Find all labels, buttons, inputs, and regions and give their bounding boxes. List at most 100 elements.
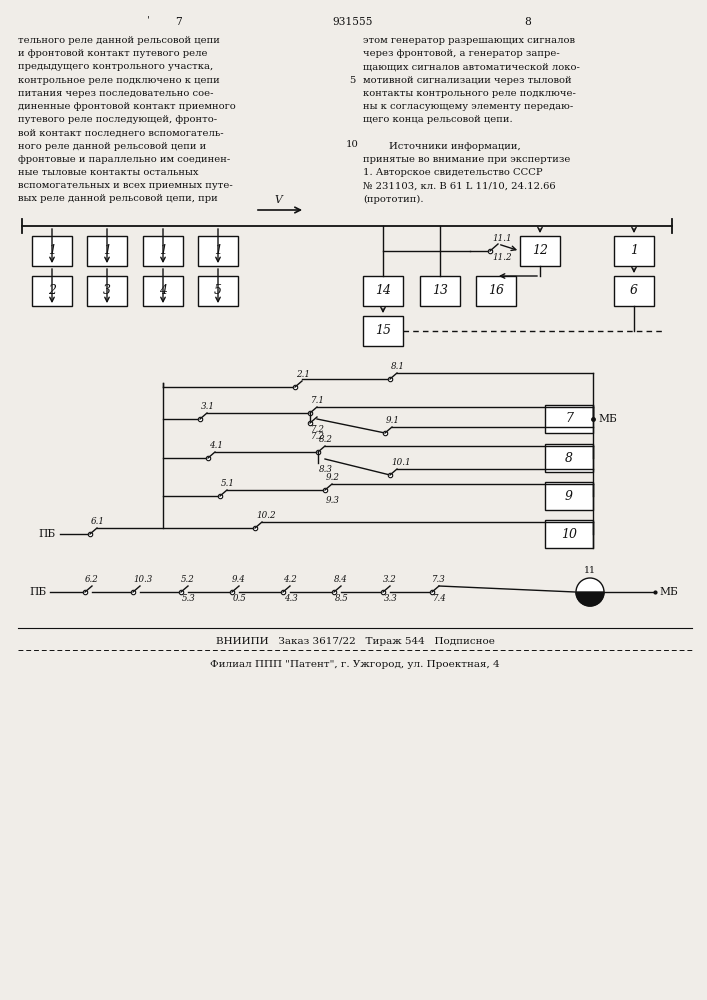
Text: 10.3: 10.3 — [133, 575, 152, 584]
Text: 9.2: 9.2 — [326, 473, 340, 482]
Bar — [198, 236, 238, 266]
Bar — [420, 276, 460, 306]
Bar — [143, 236, 183, 266]
Text: ного реле данной рельсовой цепи и: ного реле данной рельсовой цепи и — [18, 142, 206, 151]
Text: 931555: 931555 — [333, 17, 373, 27]
Text: 5.3: 5.3 — [182, 594, 196, 603]
Text: Источники информации,: Источники информации, — [389, 142, 521, 151]
Text: 4.1: 4.1 — [209, 441, 223, 450]
Text: 7.2: 7.2 — [311, 432, 325, 441]
Text: 7.3: 7.3 — [432, 575, 445, 584]
Text: 7: 7 — [565, 412, 573, 426]
Wedge shape — [576, 592, 604, 606]
Bar — [476, 276, 516, 306]
Text: 7.1: 7.1 — [311, 396, 325, 405]
Text: ': ' — [146, 15, 149, 24]
Bar — [143, 276, 183, 306]
Text: 0.5: 0.5 — [233, 594, 247, 603]
Text: V: V — [274, 195, 282, 205]
Text: 1: 1 — [159, 244, 167, 257]
Text: 13: 13 — [432, 284, 448, 298]
Bar — [545, 444, 593, 472]
Text: 8.4: 8.4 — [334, 575, 348, 584]
Text: 8.5: 8.5 — [335, 594, 349, 603]
Text: фронтовые и параллельно им соединен-: фронтовые и параллельно им соединен- — [18, 155, 230, 164]
Text: ВНИИПИ   Заказ 3617/22   Тираж 544   Подписное: ВНИИПИ Заказ 3617/22 Тираж 544 Подписное — [216, 637, 494, 646]
Text: (прототип).: (прототип). — [363, 194, 423, 204]
Text: 2: 2 — [48, 284, 56, 298]
Text: предыдущего контрольного участка,: предыдущего контрольного участка, — [18, 62, 214, 71]
Bar — [614, 276, 654, 306]
Text: 15: 15 — [375, 324, 391, 338]
Bar — [520, 236, 560, 266]
Text: вых реле данной рельсовой цепи, при: вых реле данной рельсовой цепи, при — [18, 194, 218, 203]
Text: 10.1: 10.1 — [391, 458, 411, 467]
Bar — [32, 276, 72, 306]
Text: 5.2: 5.2 — [181, 575, 194, 584]
Text: и фронтовой контакт путевого реле: и фронтовой контакт путевого реле — [18, 49, 207, 58]
Text: мотивной сигнализации через тыловой: мотивной сигнализации через тыловой — [363, 76, 572, 85]
Text: щающих сигналов автоматической локо-: щающих сигналов автоматической локо- — [363, 62, 580, 71]
Text: этом генератор разрешающих сигналов: этом генератор разрешающих сигналов — [363, 36, 575, 45]
Bar — [198, 276, 238, 306]
Text: № 231103, кл. B 61 L 11/10, 24.12.66: № 231103, кл. B 61 L 11/10, 24.12.66 — [363, 181, 556, 190]
Text: 1. Авторское свидетельство СССР: 1. Авторское свидетельство СССР — [363, 168, 543, 177]
Text: через фронтовой, а генератор запре-: через фронтовой, а генератор запре- — [363, 49, 560, 58]
Text: 7: 7 — [175, 17, 182, 27]
Text: вспомогательных и всех приемных путе-: вспомогательных и всех приемных путе- — [18, 181, 233, 190]
Text: тельного реле данной рельсовой цепи: тельного реле данной рельсовой цепи — [18, 36, 220, 45]
Text: щего конца рельсовой цепи.: щего конца рельсовой цепи. — [363, 115, 513, 124]
Text: 7.4: 7.4 — [433, 594, 447, 603]
Text: 9: 9 — [565, 489, 573, 502]
Text: 3.1: 3.1 — [201, 402, 215, 411]
Text: 1: 1 — [214, 244, 222, 257]
Bar — [545, 405, 593, 433]
Bar — [545, 482, 593, 510]
Bar — [614, 236, 654, 266]
Text: 4: 4 — [159, 284, 167, 298]
Text: путевого реле последующей, фронто-: путевого реле последующей, фронто- — [18, 115, 217, 124]
Text: 4.2: 4.2 — [283, 575, 297, 584]
Text: 1: 1 — [103, 244, 111, 257]
Text: 10: 10 — [561, 528, 577, 540]
Text: 6.2: 6.2 — [85, 575, 99, 584]
Text: принятые во внимание при экспертизе: принятые во внимание при экспертизе — [363, 155, 571, 164]
Text: 3.3: 3.3 — [384, 594, 398, 603]
Text: 6.1: 6.1 — [91, 517, 105, 526]
Text: Филиал ППП "Патент", г. Ужгород, ул. Проектная, 4: Филиал ППП "Патент", г. Ужгород, ул. Про… — [210, 660, 500, 669]
Text: питания через последовательно сое-: питания через последовательно сое- — [18, 89, 214, 98]
Text: 8.3: 8.3 — [319, 465, 333, 474]
Circle shape — [576, 578, 604, 606]
Text: 8.1: 8.1 — [391, 362, 405, 371]
Text: МБ: МБ — [659, 587, 678, 597]
Text: вой контакт последнего вспомогатель-: вой контакт последнего вспомогатель- — [18, 128, 223, 137]
Text: ПБ: ПБ — [38, 529, 55, 539]
Text: 8.2: 8.2 — [319, 435, 333, 444]
Bar — [87, 276, 127, 306]
Text: 9.1: 9.1 — [386, 416, 400, 425]
Text: 16: 16 — [488, 284, 504, 298]
Text: 8: 8 — [565, 452, 573, 464]
Text: контрольное реле подключено к цепи: контрольное реле подключено к цепи — [18, 76, 220, 85]
Text: МБ: МБ — [598, 414, 617, 424]
Text: 5: 5 — [349, 76, 355, 85]
Text: диненные фронтовой контакт приемного: диненные фронтовой контакт приемного — [18, 102, 235, 111]
Text: ПБ: ПБ — [29, 587, 46, 597]
Text: 11.1: 11.1 — [492, 234, 512, 243]
Text: 10: 10 — [346, 140, 358, 149]
Text: 14: 14 — [375, 284, 391, 298]
Text: 2.1: 2.1 — [296, 370, 310, 379]
Text: 11: 11 — [584, 566, 596, 575]
Text: контакты контрольного реле подключе-: контакты контрольного реле подключе- — [363, 89, 576, 98]
Text: 5.1: 5.1 — [221, 479, 235, 488]
Bar — [87, 236, 127, 266]
Text: ные тыловые контакты остальных: ные тыловые контакты остальных — [18, 168, 199, 177]
Text: 3: 3 — [103, 284, 111, 298]
Bar — [32, 236, 72, 266]
Text: 11.2: 11.2 — [492, 253, 512, 262]
Text: 7.2: 7.2 — [311, 425, 325, 434]
Text: 9.3: 9.3 — [326, 496, 340, 505]
Bar — [545, 520, 593, 548]
Text: 5: 5 — [214, 284, 222, 298]
Text: 6: 6 — [630, 284, 638, 298]
